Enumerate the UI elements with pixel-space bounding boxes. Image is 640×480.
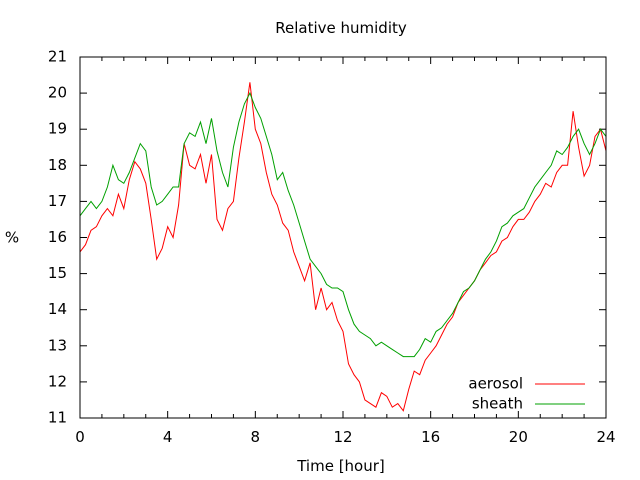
y-tick-label: 17 — [48, 192, 67, 210]
chart-title: Relative humidity — [275, 19, 407, 37]
y-tick-label: 14 — [48, 300, 67, 318]
series-line-aerosol — [79, 82, 607, 412]
y-tick-label: 21 — [48, 48, 67, 66]
y-tick-label: 13 — [48, 336, 67, 354]
series-layer — [79, 82, 607, 412]
x-tick-label: 16 — [421, 428, 440, 446]
y-tick-label: 15 — [48, 264, 67, 282]
legend-label-sheath: sheath — [472, 395, 523, 413]
series-line-sheath — [79, 91, 607, 358]
x-tick-label: 0 — [75, 428, 85, 446]
x-tick-label: 20 — [509, 428, 528, 446]
x-tick-label: 8 — [251, 428, 261, 446]
x-tick-label: 4 — [163, 428, 173, 446]
x-tick-label: 12 — [333, 428, 352, 446]
y-tick-label: 11 — [48, 409, 67, 427]
legend-label-aerosol: aerosol — [468, 375, 523, 393]
y-axis-label: % — [5, 229, 19, 247]
y-tick-label: 19 — [48, 120, 67, 138]
y-tick-label: 20 — [48, 84, 67, 102]
legend: aerosol sheath — [468, 375, 585, 413]
y-tick-label: 18 — [48, 156, 67, 174]
y-tick-label: 16 — [48, 228, 67, 246]
plot-frame — [79, 56, 607, 419]
x-axis-label: Time [hour] — [296, 457, 385, 475]
y-tick-label: 12 — [48, 372, 67, 390]
x-tick-label: 24 — [596, 428, 615, 446]
tick-layer: 0 4 8 12 16 20 24 11 12 13 14 15 16 17 18 19 20 21 — [48, 48, 616, 447]
